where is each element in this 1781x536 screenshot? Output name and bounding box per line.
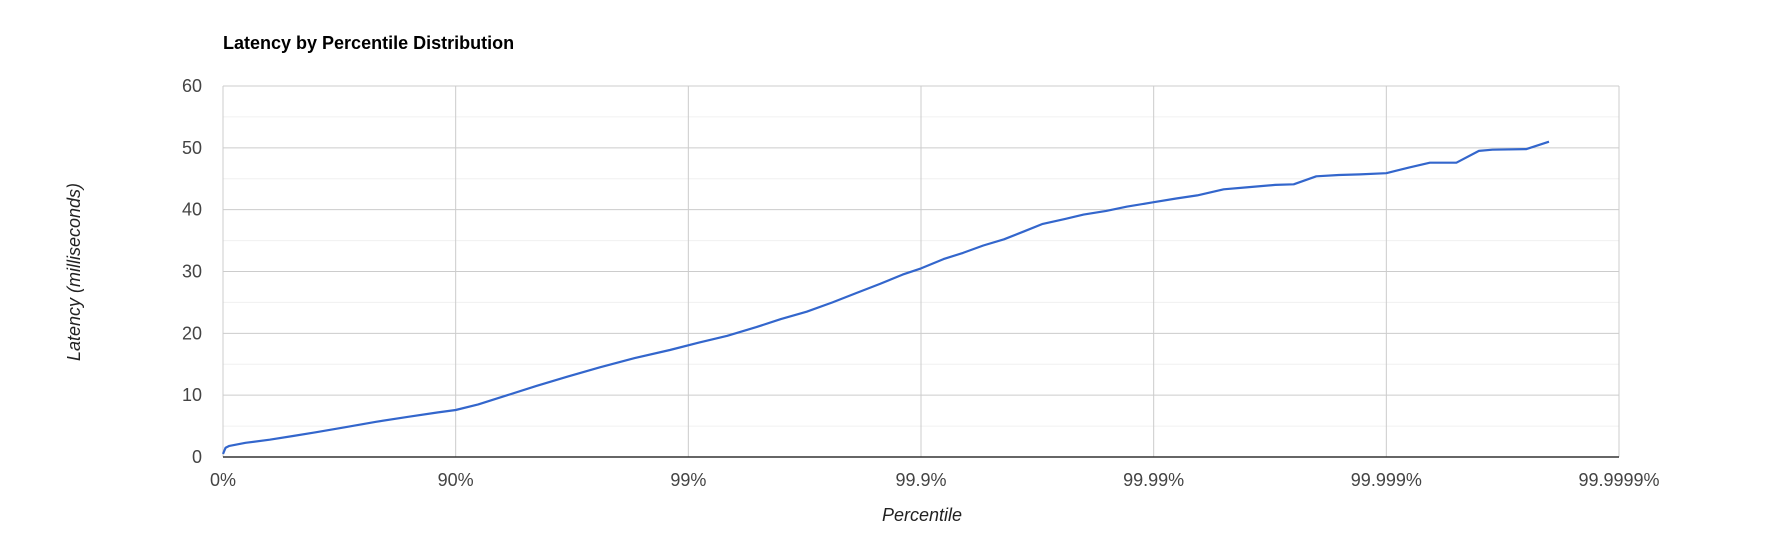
y-tick-label: 40 (182, 200, 202, 220)
y-tick-label: 0 (192, 447, 202, 467)
y-axis-label: Latency (milliseconds) (64, 183, 84, 361)
y-axis-ticks: 0 10 20 30 40 50 60 (182, 76, 202, 467)
y-tick-label: 60 (182, 76, 202, 96)
series-layer (221, 140, 1550, 455)
x-tick-label: 0% (210, 470, 236, 490)
x-axis-label: Percentile (882, 505, 962, 525)
x-tick-label: 99.99% (1123, 470, 1184, 490)
x-tick-label: 99% (670, 470, 706, 490)
x-tick-label: 99.9% (895, 470, 946, 490)
y-tick-label: 10 (182, 385, 202, 405)
y-tick-label: 30 (182, 262, 202, 282)
x-tick-label: 99.999% (1351, 470, 1422, 490)
x-axis-ticks: 0% 90% 99% 99.9% 99.99% 99.999% 99.9999% (210, 470, 1660, 490)
chart-title: Latency by Percentile Distribution (223, 33, 514, 53)
y-tick-label: 20 (182, 323, 202, 343)
grid-lines (222, 85, 1620, 458)
latency-series-line (221, 140, 1550, 455)
x-tick-label: 99.9999% (1578, 470, 1659, 490)
x-tick-label: 90% (438, 470, 474, 490)
y-tick-label: 50 (182, 138, 202, 158)
